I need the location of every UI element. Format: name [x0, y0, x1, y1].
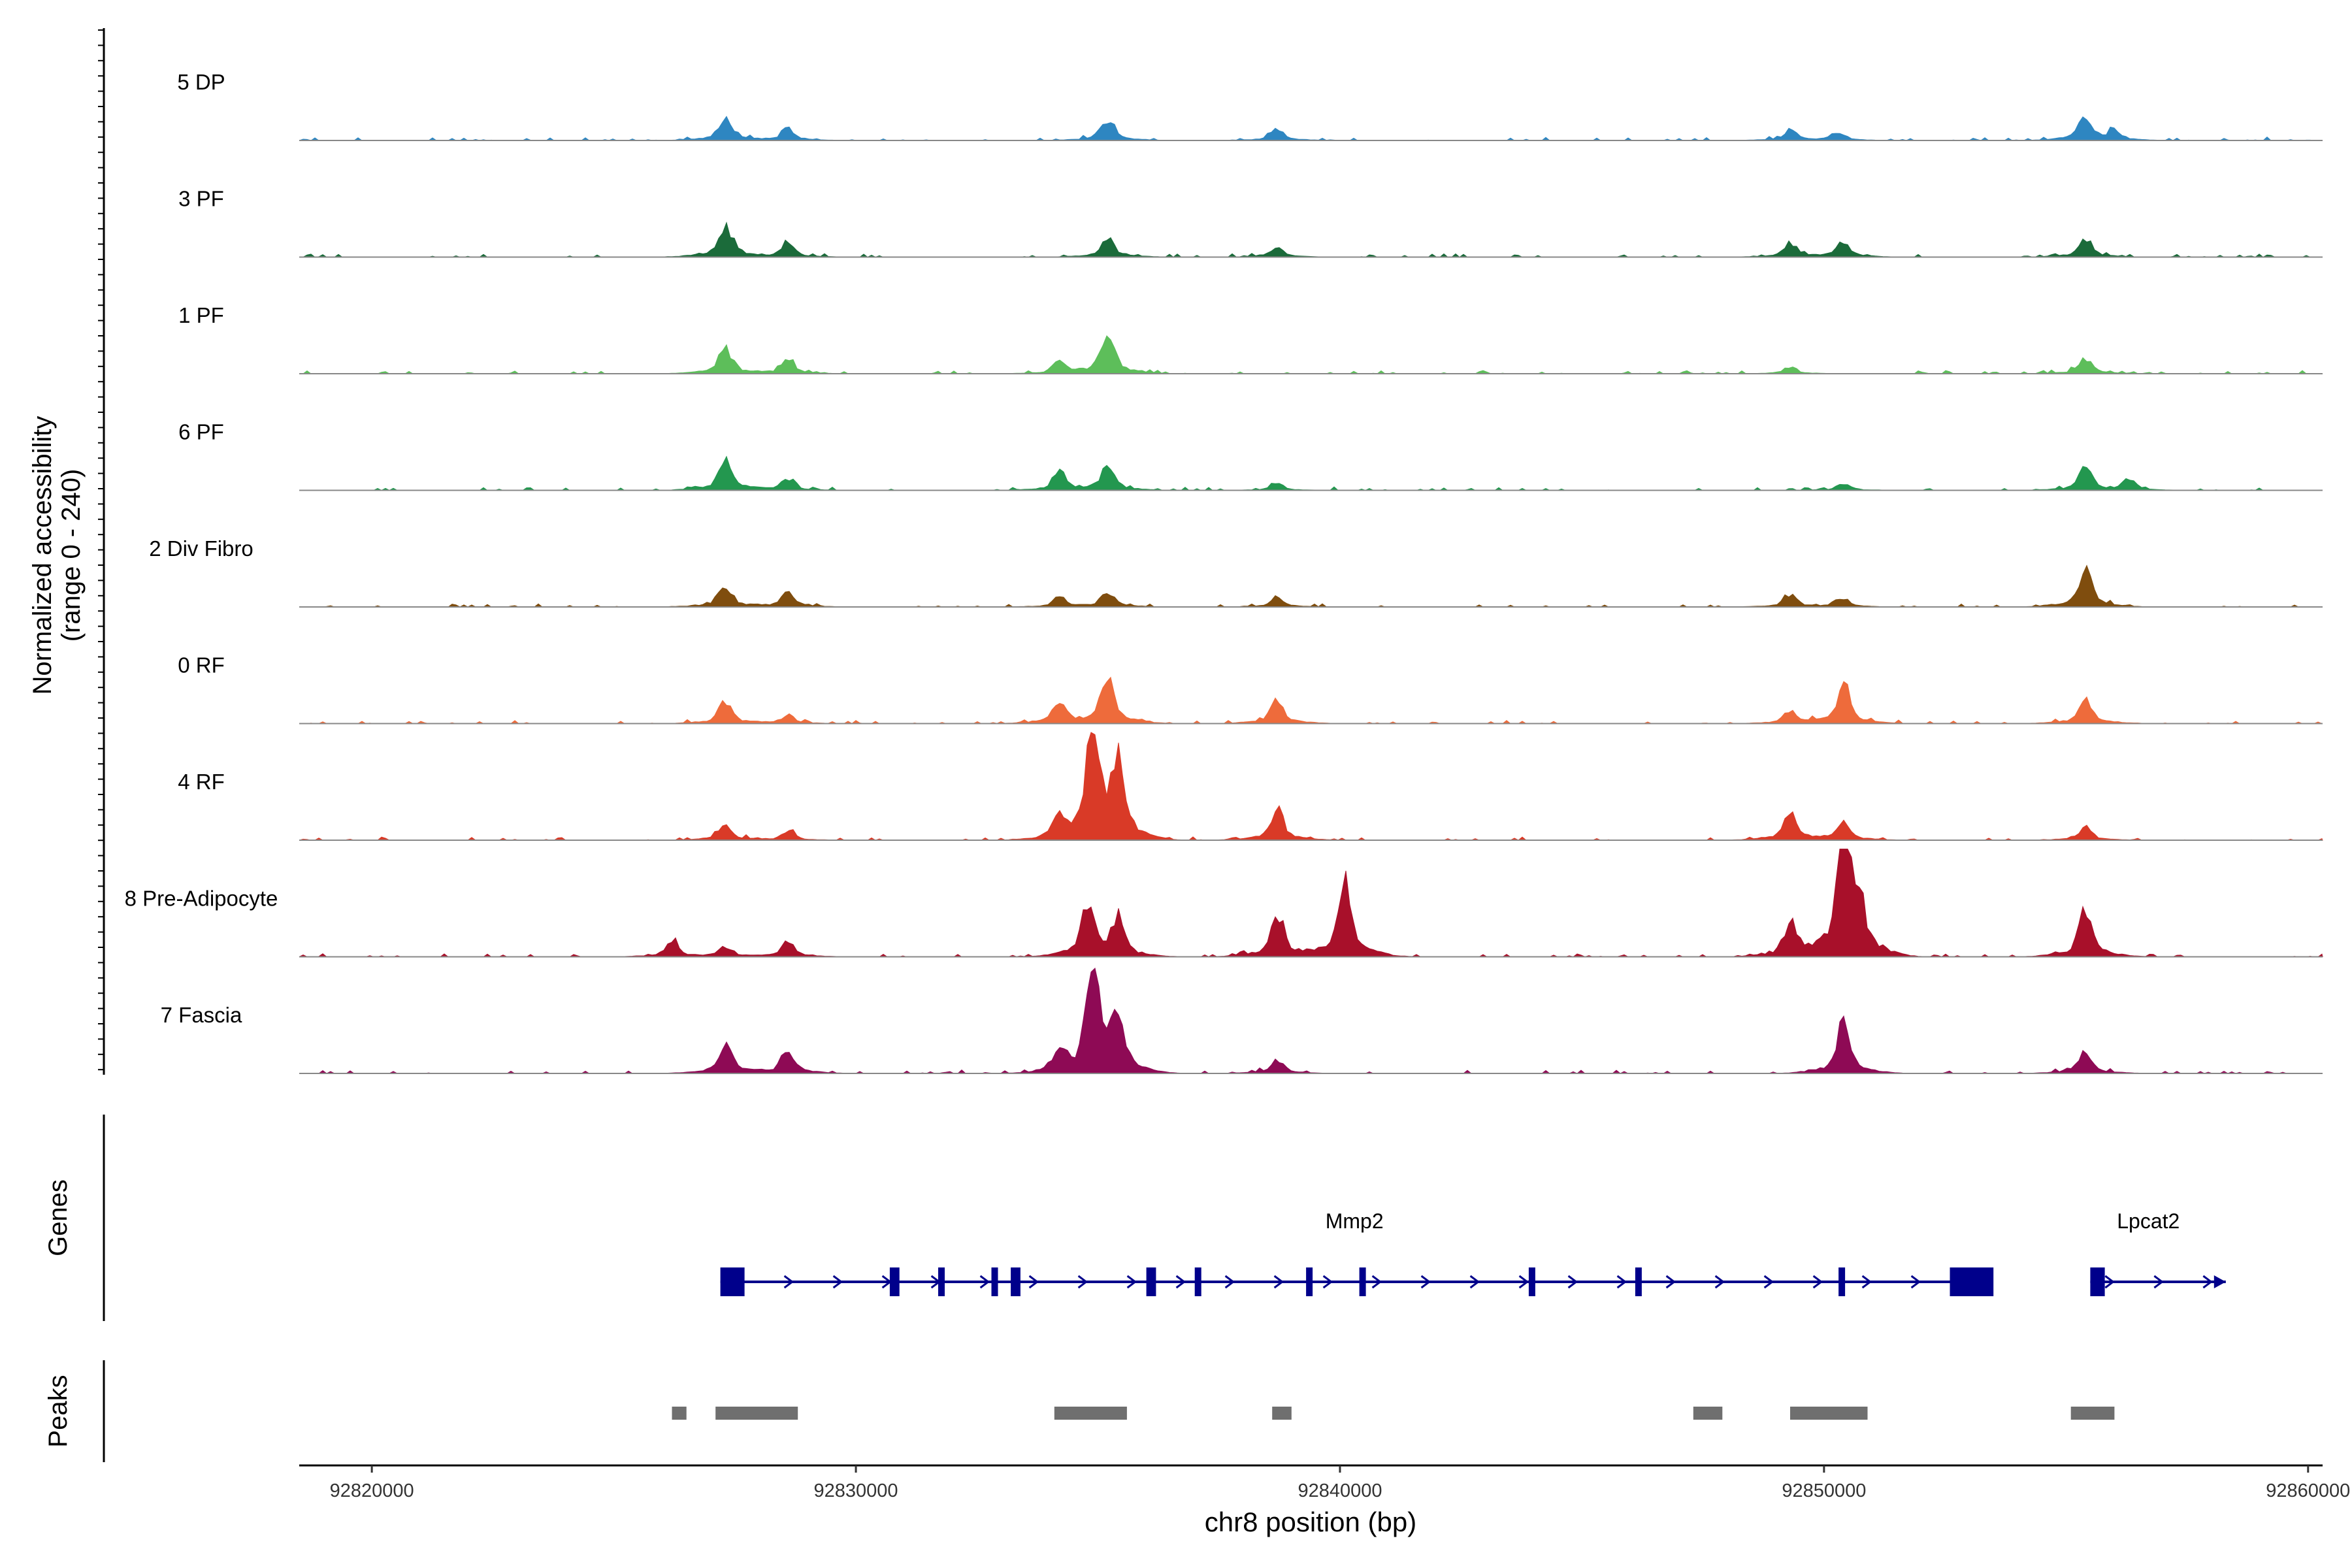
- gene-exon: [2090, 1267, 2105, 1296]
- gene-exon: [1194, 1267, 1201, 1296]
- strand-chevron: [1469, 1275, 1480, 1289]
- peak-region: [715, 1407, 798, 1420]
- strand-chevron: [1420, 1275, 1431, 1289]
- strand-chevron: [1616, 1275, 1627, 1289]
- gene-exon: [1838, 1267, 1846, 1296]
- track-rows: 5 DP 3 PF 1 PF 6 PF 2 Div Fibro 0 RF 4 RF 8 Pre…: [125, 70, 2323, 1074]
- coverage-area: [299, 732, 2323, 841]
- x-axis-ticks: 92820000 92830000 92840000 92850000 92860000: [330, 1465, 2350, 1501]
- x-tick-label: 92840000: [1298, 1480, 1382, 1501]
- gene-exon: [720, 1267, 745, 1296]
- strand-chevron: [979, 1275, 990, 1289]
- x-axis-label: chr8 position (bp): [1205, 1507, 1417, 1537]
- gene-exon: [1635, 1267, 1642, 1296]
- strand-chevron: [1518, 1275, 1529, 1289]
- coverage-area: [299, 335, 2323, 374]
- gene-exon: [1011, 1267, 1021, 1296]
- track-8-pre-adipocyte: 8 Pre-Adipocyte: [125, 849, 2323, 958]
- peak-region: [1054, 1407, 1127, 1420]
- gene-lpcat2: Lpcat2: [2090, 1209, 2226, 1296]
- track-0-rf: 0 RF: [178, 653, 2323, 725]
- strand-chevron: [1910, 1275, 1921, 1289]
- track-7-fascia: 7 Fascia: [161, 968, 2323, 1074]
- y-axis-label: Normalized accessibility: [28, 416, 57, 695]
- track-label: 0 RF: [178, 653, 225, 678]
- track-label: 7 Fascia: [161, 1003, 242, 1027]
- track-label: 4 RF: [178, 770, 225, 794]
- gene-label: Lpcat2: [2117, 1209, 2180, 1233]
- strand-chevron: [2153, 1275, 2164, 1289]
- track-label: 8 Pre-Adipocyte: [125, 887, 278, 911]
- peak-region: [2070, 1407, 2115, 1420]
- track-5-dp: 5 DP: [177, 70, 2323, 141]
- peaks-panel-label: Peaks: [44, 1375, 73, 1447]
- coverage-area: [299, 116, 2323, 141]
- track-label: 3 PF: [178, 187, 224, 211]
- strand-chevron: [2104, 1275, 2115, 1289]
- coverage-area: [299, 221, 2323, 258]
- peak-region: [1272, 1407, 1292, 1420]
- track-4-rf: 4 RF: [178, 732, 2323, 841]
- strand-chevron: [1665, 1275, 1676, 1289]
- strand-chevron: [1371, 1275, 1382, 1289]
- track-6-pf: 6 PF: [178, 420, 2323, 491]
- gene-exon: [1146, 1267, 1156, 1296]
- strand-chevron: [1322, 1275, 1333, 1289]
- coverage-area: [299, 849, 2323, 958]
- peak-region: [1693, 1407, 1723, 1420]
- strand-chevron: [1077, 1275, 1088, 1289]
- strand-chevron: [1126, 1275, 1137, 1289]
- strand-chevron: [1861, 1275, 1872, 1289]
- coverage-area: [299, 676, 2323, 725]
- peak-region: [1790, 1407, 1868, 1420]
- gene-exon: [1359, 1267, 1366, 1296]
- y-axis-label-range: (range 0 - 240): [57, 469, 86, 642]
- strand-chevron: [1714, 1275, 1725, 1289]
- x-tick-label: 92860000: [2266, 1480, 2350, 1501]
- coverage-area: [299, 968, 2323, 1074]
- strand-chevron: [1273, 1275, 1284, 1289]
- track-1-pf: 1 PF: [178, 303, 2323, 374]
- x-tick-label: 92850000: [1782, 1480, 1866, 1501]
- y-axis-ticks: [98, 29, 104, 1071]
- x-tick-label: 92820000: [330, 1480, 414, 1501]
- gene-label: Mmp2: [1326, 1209, 1384, 1233]
- gene-exon: [938, 1267, 945, 1296]
- strand-chevron: [1763, 1275, 1774, 1289]
- strand-arrow-icon: [2213, 1275, 2226, 1288]
- genes-panel-label: Genes: [44, 1179, 73, 1256]
- strand-chevron: [1224, 1275, 1235, 1289]
- track-3-pf: 3 PF: [178, 187, 2323, 258]
- track-label: 2 Div Fibro: [149, 536, 253, 561]
- peak-region: [672, 1407, 687, 1420]
- gene-exon: [1950, 1267, 1994, 1296]
- gene-exon: [889, 1267, 900, 1296]
- coverage-area: [299, 455, 2323, 491]
- track-label: 6 PF: [178, 420, 224, 444]
- strand-chevron: [1028, 1275, 1039, 1289]
- x-tick-label: 92830000: [814, 1480, 898, 1501]
- strand-chevron: [1175, 1275, 1186, 1289]
- track-label: 5 DP: [177, 70, 225, 94]
- strand-chevron: [1812, 1275, 1823, 1289]
- peak-track: [672, 1407, 2115, 1420]
- track-2-div-fibro: 2 Div Fibro: [149, 536, 2323, 608]
- gene-exon: [1528, 1267, 1535, 1296]
- strand-chevron: [783, 1275, 794, 1289]
- strand-chevron: [1567, 1275, 1578, 1289]
- track-label: 1 PF: [178, 303, 224, 327]
- gene-exon: [991, 1267, 998, 1296]
- strand-chevron: [832, 1275, 843, 1289]
- coverage-area: [299, 564, 2323, 608]
- gene-track: Mmp2 Lpcat2: [720, 1209, 2226, 1296]
- strand-chevron: [2202, 1275, 2213, 1289]
- gene-mmp2: Mmp2: [720, 1209, 1994, 1296]
- gene-exon: [1306, 1267, 1313, 1296]
